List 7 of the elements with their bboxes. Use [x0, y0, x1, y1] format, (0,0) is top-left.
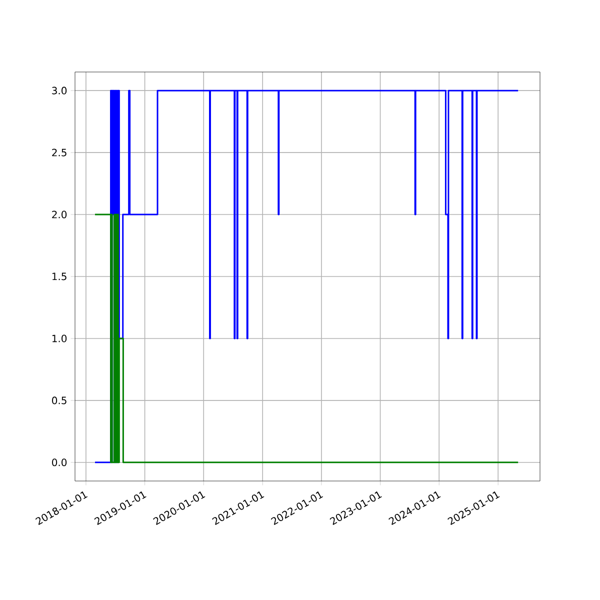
y-tick-label: 2.5	[52, 148, 66, 156]
y-tick-label: 3.0	[52, 86, 67, 94]
y-tick-label: 0.5	[52, 396, 66, 404]
y-tick-label: 0.0	[52, 458, 67, 466]
y-tick-label: 2.0	[52, 210, 67, 218]
y-tick-label: 1.5	[52, 272, 66, 280]
y-tick-label: 1.0	[52, 334, 67, 342]
